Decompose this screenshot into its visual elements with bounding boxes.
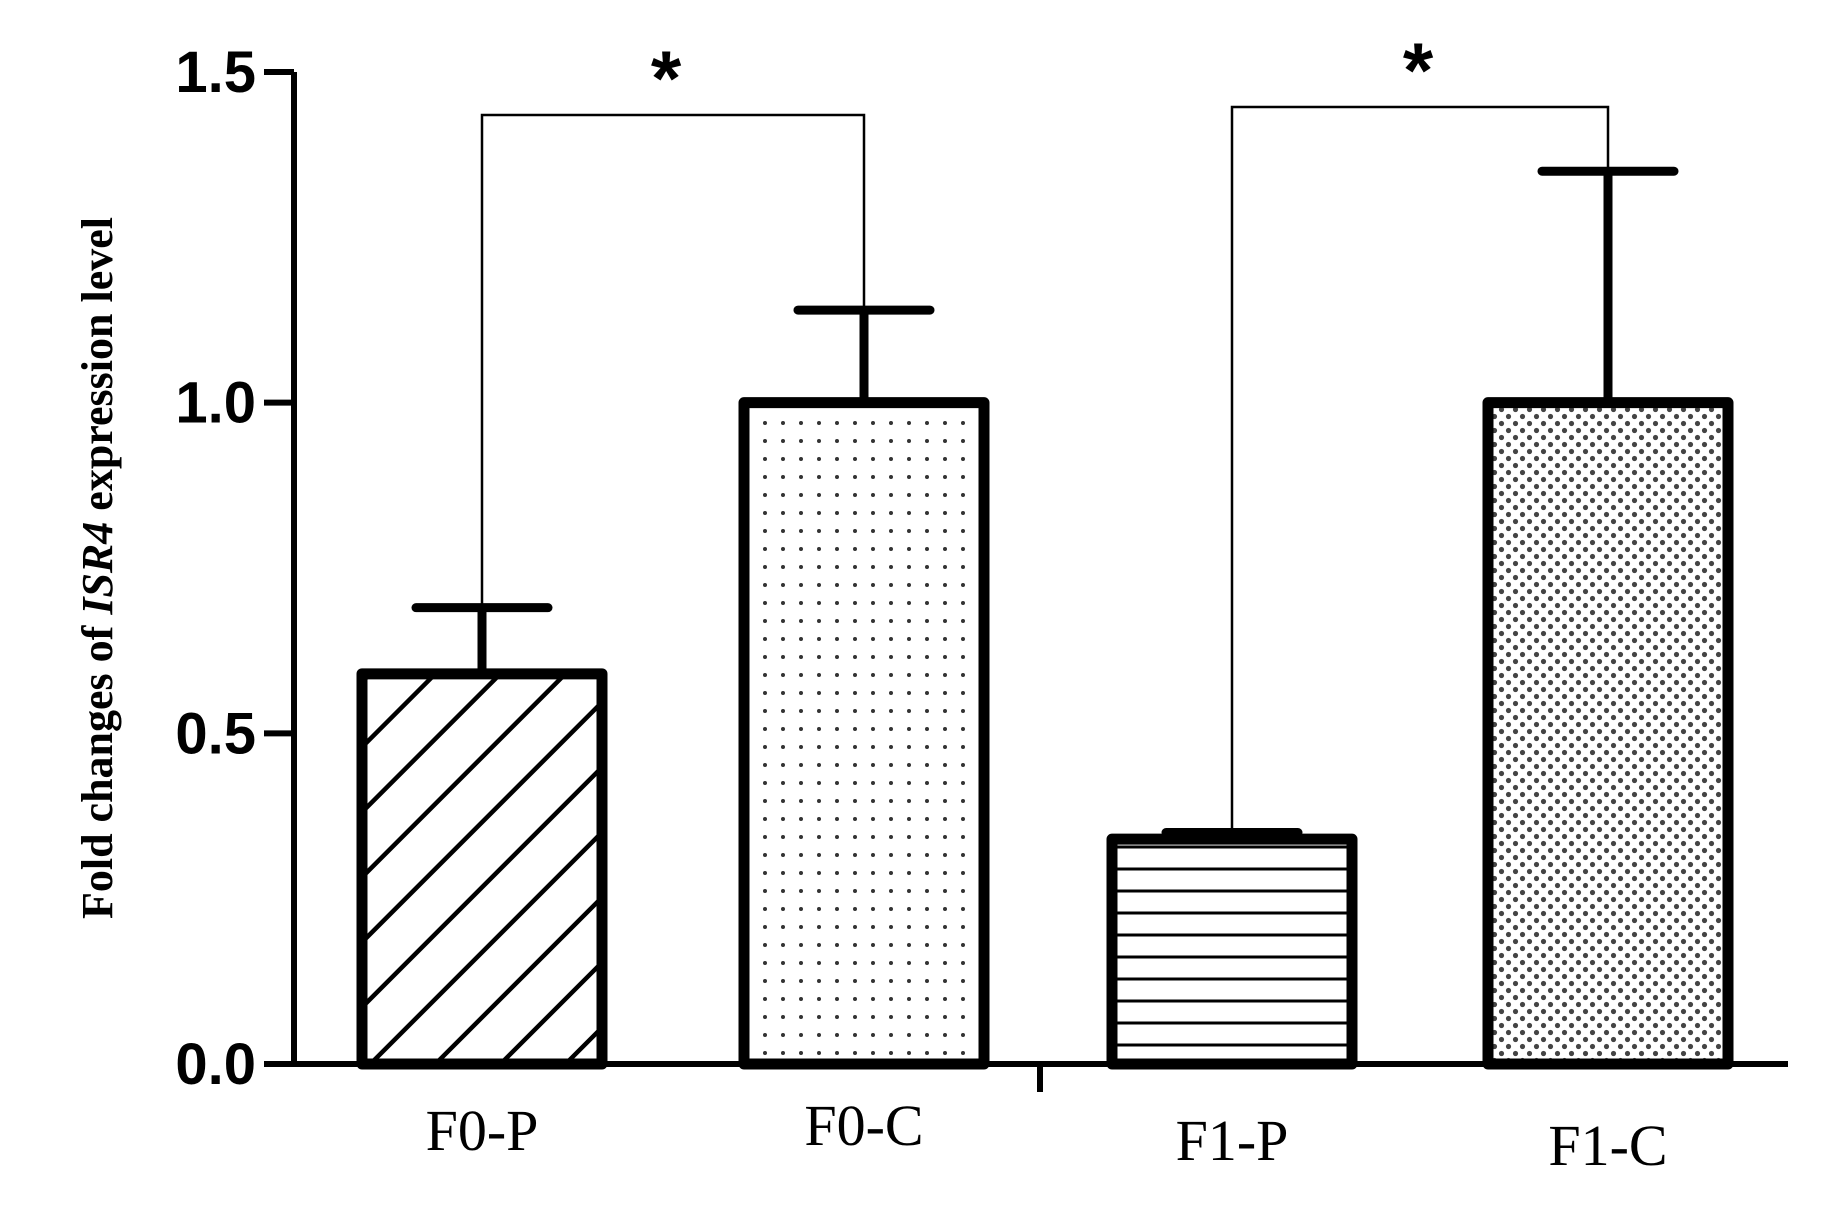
significance-bracket — [480, 113, 866, 604]
x-tick-label: F1-P — [1176, 1108, 1289, 1173]
x-tick-label: F0-C — [804, 1093, 923, 1158]
y-axis-label: Fold changes of ISR4 expression level — [73, 217, 122, 919]
y-tick-label: 0.0 — [175, 1032, 256, 1097]
y-tick-label: 1.5 — [175, 40, 256, 105]
x-tick-label: F1-C — [1548, 1113, 1667, 1178]
y-axis-label-gene: ISR4 — [73, 522, 122, 616]
bar-f0-c — [738, 397, 990, 1070]
x-tick-label: F0-P — [426, 1098, 539, 1163]
y-tick-label: 0.5 — [175, 701, 256, 766]
significance-bracket — [1230, 105, 1610, 831]
y-tick-label: 1.0 — [175, 371, 256, 436]
y-axis-label-part: Fold changes of — [73, 615, 122, 919]
significance-star: * — [1403, 26, 1434, 114]
bar-f1-c — [1482, 397, 1734, 1070]
y-axis-label-part: expression level — [73, 217, 122, 522]
bar-f0-p — [356, 668, 608, 1070]
plot-area: 0.0 0.5 1.0 1.5 F0-P F0-C F1-P F1-C Fold changes… — [73, 26, 1788, 1178]
significance-star: * — [651, 34, 682, 122]
bar-f1-p — [1106, 833, 1358, 1070]
